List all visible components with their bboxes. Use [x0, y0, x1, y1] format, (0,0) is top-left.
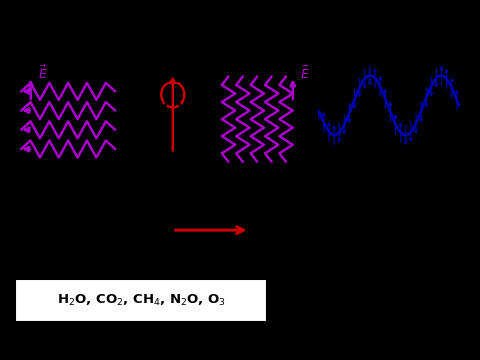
Text: +++++++: +++++++ [145, 157, 201, 167]
Text: C: C [344, 203, 357, 221]
Text: O$_2$: O$_2$ [397, 184, 419, 204]
Text: if a molecule has a dipole moment: if a molecule has a dipole moment [14, 58, 195, 68]
Text: H: H [381, 210, 393, 225]
Text: H: H [313, 239, 326, 254]
Text: H: H [136, 130, 148, 145]
Text: has an alternatic electric: has an alternatic electric [309, 156, 422, 165]
Text: H$_2$O, CO$_2$, CH$_4$, N$_2$O, O$_3$: H$_2$O, CO$_2$, CH$_4$, N$_2$O, O$_3$ [57, 293, 226, 308]
Text: }: } [410, 194, 439, 237]
FancyBboxPatch shape [15, 279, 267, 322]
Text: dipole: dipole [47, 246, 78, 256]
Text: $\vec{E}$: $\vec{E}$ [300, 64, 310, 82]
Text: N: N [211, 195, 225, 213]
Text: O: O [238, 195, 252, 213]
Text: N: N [180, 195, 194, 213]
Text: H: H [344, 162, 357, 177]
Text: H: H [349, 249, 361, 264]
Text: $\vec{E}$: $\vec{E}$ [38, 64, 48, 82]
Text: O = C = O: O = C = O [14, 185, 106, 203]
Text: moment: moment [437, 225, 480, 235]
Text: H: H [197, 130, 210, 145]
Text: How does a Gas Molecule Absorb Radiation?: How does a Gas Molecule Absorb Radiation… [57, 33, 423, 48]
Text: no: no [437, 193, 450, 203]
Text: induced: induced [330, 280, 371, 290]
Text: Ar: Ar [397, 228, 419, 246]
Text: dipole: dipole [335, 291, 366, 301]
Text: OD: OD [48, 214, 76, 232]
Text: −: − [224, 197, 237, 212]
Text: electromagnetic radiation: electromagnetic radiation [309, 144, 427, 153]
Text: dipole: dipole [437, 209, 469, 219]
Text: ≡: ≡ [196, 195, 209, 213]
Text: N$_2$: N$_2$ [397, 205, 419, 225]
Text: and magnetic field: and magnetic field [309, 169, 395, 178]
Text: induced: induced [42, 234, 83, 244]
